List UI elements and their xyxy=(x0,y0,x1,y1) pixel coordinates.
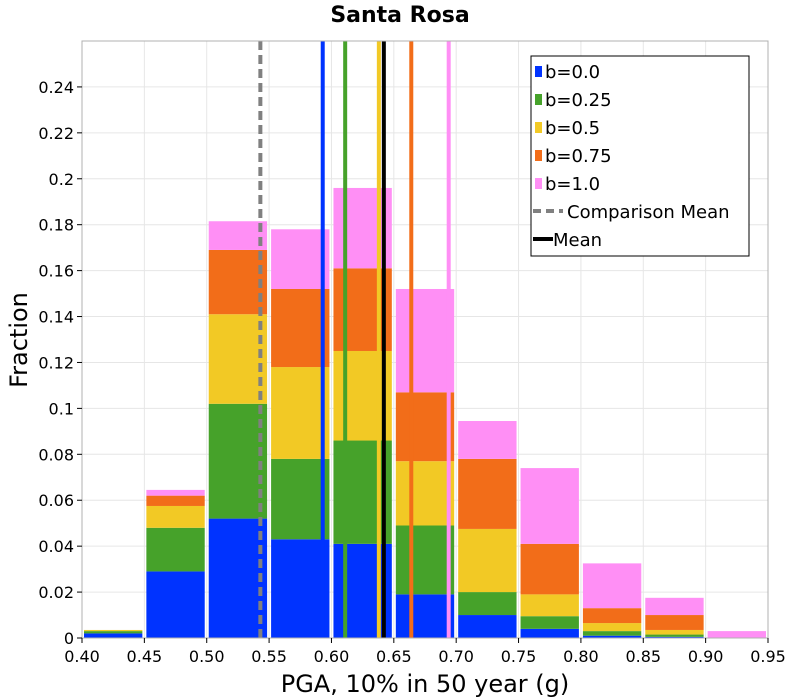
bar-segment-b-0-25 xyxy=(582,631,642,636)
bar-segment-b-1-0 xyxy=(271,229,330,289)
y-tick-label: 0.24 xyxy=(38,78,74,97)
bar-segment-b-0-5 xyxy=(645,629,704,635)
y-tick-label: 0.2 xyxy=(49,170,74,189)
x-tick-label: 0.60 xyxy=(314,647,350,666)
y-tick-label: 0.1 xyxy=(49,399,74,418)
bar-segment-b-0-5 xyxy=(208,314,268,404)
bar-segment-b-0-75 xyxy=(458,458,517,529)
bar-segment-b-0-25 xyxy=(395,525,455,595)
legend-swatch-b-0-0 xyxy=(535,66,542,77)
bar-segment-b-0-25 xyxy=(146,527,205,572)
bar-segment-b-1-0 xyxy=(520,468,579,544)
legend-swatch-b-1-0 xyxy=(535,178,542,189)
legend-label-comparison-mean: Comparison Mean xyxy=(567,202,730,223)
bar-segment-b-0-75 xyxy=(582,608,642,624)
bar-segment-b-0-75 xyxy=(271,288,330,368)
bar-segment-b-0-75 xyxy=(645,615,704,630)
bar-segment-b-1-0 xyxy=(582,563,642,609)
bar-segment-b-0-25 xyxy=(645,634,704,637)
bar-segment-b-0-5 xyxy=(84,629,143,632)
y-tick-label: 0.08 xyxy=(38,445,74,464)
bar-segment-b-0-25 xyxy=(458,592,517,616)
bar-segment-b-0-25 xyxy=(271,458,330,540)
bar-segment-b-0-0 xyxy=(146,571,205,638)
bar-segment-b-0-75 xyxy=(146,495,205,506)
x-tick-label: 0.70 xyxy=(438,647,474,666)
legend-label-b-0-75: b=0.75 xyxy=(545,146,612,167)
bar-segment-b-0-0 xyxy=(208,518,268,638)
bar-segment-b-0-0 xyxy=(84,633,143,638)
bar-segment-b-0-0 xyxy=(582,635,642,638)
legend-label-mean: Mean xyxy=(553,230,602,251)
y-tick-label: 0.12 xyxy=(38,353,74,372)
legend-label-b-0-5: b=0.5 xyxy=(545,118,600,139)
x-tick-label: 0.90 xyxy=(688,647,724,666)
bar-segment-b-1-0 xyxy=(208,221,268,250)
x-tick-label: 0.50 xyxy=(189,647,225,666)
bar-segment-b-1-0 xyxy=(146,489,205,496)
axes: 0.40 0.45 0.50 0.55 0.60 0.65 0.70 0.75 0.80 0.85… xyxy=(38,78,785,666)
bar-segment-b-0-0 xyxy=(458,615,517,638)
legend-label-b-0-0: b=0.0 xyxy=(545,62,600,83)
bar-segment-b-0-5 xyxy=(520,594,579,617)
y-tick-label: 0.02 xyxy=(38,583,74,602)
legend-swatch-b-0-5 xyxy=(535,122,542,133)
bar-segment-b-0-0 xyxy=(645,636,704,638)
bars xyxy=(84,187,766,638)
bar-segment-b-0-5 xyxy=(582,623,642,632)
chart-title: Santa Rosa xyxy=(330,3,469,28)
bar-segment-b-0-5 xyxy=(458,528,517,593)
legend: b=0.0 b=0.25 b=0.5 b=0.75 b=1.0 Comparison Me… xyxy=(530,55,750,257)
y-axis-label: Fraction xyxy=(5,292,33,388)
vertical-lines xyxy=(258,41,451,638)
x-axis-label: PGA, 10% in 50 year (g) xyxy=(281,670,570,698)
legend-box xyxy=(530,55,750,257)
y-tick-label: 0.06 xyxy=(38,491,74,510)
bar-segment-b-0-5 xyxy=(395,461,455,526)
bar-segment-b-0-0 xyxy=(271,539,330,638)
y-tick-label: 0.04 xyxy=(38,537,74,556)
bar-segment-b-0-75 xyxy=(520,543,579,595)
x-tick-label: 0.75 xyxy=(501,647,537,666)
x-tick-label: 0.95 xyxy=(750,647,786,666)
y-tick-label: 0.14 xyxy=(38,308,74,327)
bar-segment-b-1-0 xyxy=(458,421,517,459)
legend-swatch-b-0-25 xyxy=(535,94,542,105)
x-tick-label: 0.80 xyxy=(563,647,599,666)
legend-label-b-1-0: b=1.0 xyxy=(545,174,600,195)
bar-segment-b-0-75 xyxy=(395,392,455,462)
plot-area-frame xyxy=(81,40,769,639)
bar-segment-b-0-5 xyxy=(271,367,330,459)
legend-swatch-b-0-75 xyxy=(535,150,542,161)
bar-segment-b-0-25 xyxy=(84,631,143,634)
y-tick-label: 0 xyxy=(64,629,74,648)
bar-segment-b-1-0 xyxy=(395,288,455,393)
x-tick-label: 0.85 xyxy=(625,647,661,666)
y-tick-label: 0.18 xyxy=(38,216,74,235)
x-tick-label: 0.55 xyxy=(251,647,287,666)
y-tick-label: 0.22 xyxy=(38,124,74,143)
bar-segment-b-0-25 xyxy=(208,403,268,519)
x-tick-label: 0.65 xyxy=(376,647,412,666)
legend-label-b-0-25: b=0.25 xyxy=(545,90,612,111)
bar-segment-b-0-0 xyxy=(520,628,579,638)
y-tick-label: 0.16 xyxy=(38,262,74,281)
bar-segment-b-1-0 xyxy=(707,631,766,638)
bar-segment-b-0-0 xyxy=(395,594,455,638)
bar-segment-b-0-5 xyxy=(146,505,205,528)
bar-segment-b-1-0 xyxy=(645,597,704,616)
bar-segment-b-0-25 xyxy=(520,616,579,629)
x-tick-label: 0.40 xyxy=(64,647,100,666)
bar-segment-b-0-75 xyxy=(208,249,268,315)
x-tick-label: 0.45 xyxy=(127,647,163,666)
